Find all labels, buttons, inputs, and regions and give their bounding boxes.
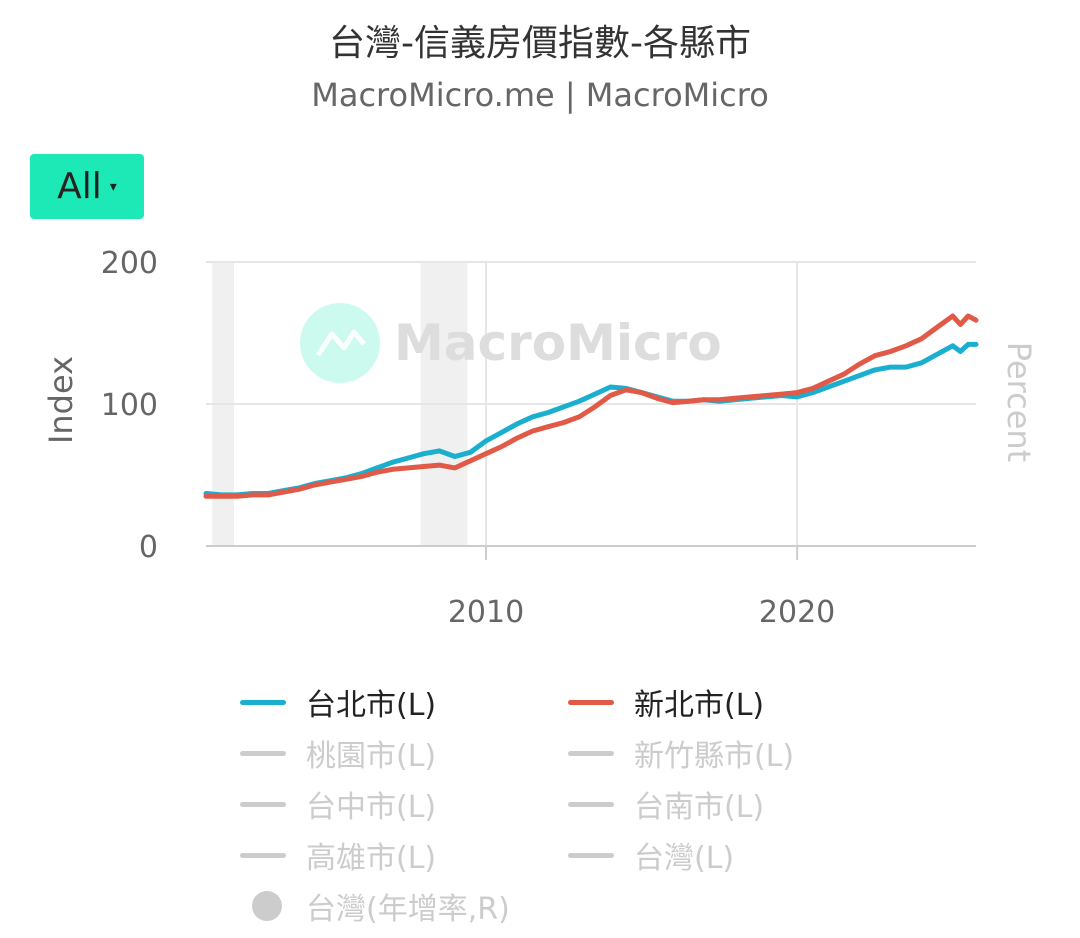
- legend-label: 新竹縣市(L): [634, 739, 795, 774]
- watermark-text: MacroMicro: [394, 314, 722, 372]
- legend-line-icon: [240, 699, 286, 705]
- legend-item[interactable]: 台中市(L): [240, 784, 437, 825]
- y-axis-label-right: Percent: [1000, 342, 1038, 462]
- line-chart: MacroMicro 2010 2020 0 100 200 Index Percent: [42, 246, 1038, 630]
- legend-item[interactable]: 新竹縣市(L): [568, 733, 795, 774]
- legend-item[interactable]: 台北市(L): [240, 682, 437, 723]
- legend-line-icon: [568, 852, 614, 858]
- series-lines: [203, 313, 979, 499]
- y-tick-label: 0: [139, 530, 158, 565]
- legend-label: 桃園市(L): [306, 739, 437, 774]
- chart-subtitle: MacroMicro.me | MacroMicro: [311, 76, 769, 114]
- grid-lines: [206, 261, 976, 546]
- legend-label: 新北市(L): [634, 688, 765, 723]
- legend-item[interactable]: 新北市(L): [568, 682, 765, 723]
- legend-line-icon: [568, 801, 614, 807]
- watermark-logo-mark: [315, 329, 366, 357]
- legend-label: 台灣(年增率,R): [306, 892, 510, 927]
- watermark: MacroMicro: [300, 303, 722, 383]
- caret-down-icon: ▾: [109, 178, 117, 195]
- range-select-label: All: [57, 166, 102, 207]
- range-select-button[interactable]: All ▾: [30, 154, 144, 219]
- legend-line-icon: [240, 801, 286, 807]
- y-tick-label: 100: [101, 388, 158, 423]
- legend-line-icon: [240, 852, 286, 858]
- legend-line-icon: [568, 750, 614, 756]
- axes: 2010 2020 0 100 200 Index Percent: [42, 246, 1038, 630]
- series-line-new-taipei: [203, 313, 979, 499]
- y-tick-label: 200: [101, 246, 158, 281]
- legend-label: 台灣(L): [634, 841, 735, 876]
- legend-item[interactable]: 台灣(L): [568, 835, 735, 876]
- x-tick-label: 2020: [759, 595, 835, 630]
- legend-dot-icon: [252, 891, 282, 921]
- legend-label: 台南市(L): [634, 790, 765, 825]
- legend-label: 台中市(L): [306, 790, 437, 825]
- legend-label: 高雄市(L): [306, 841, 437, 876]
- legend-line-icon: [240, 750, 286, 756]
- x-tick-label: 2010: [448, 595, 524, 630]
- legend-item[interactable]: 台南市(L): [568, 784, 765, 825]
- legend-item[interactable]: 桃園市(L): [240, 733, 437, 774]
- chart-title: 台灣-信義房價指數-各縣市: [329, 23, 751, 64]
- legend-label: 台北市(L): [306, 688, 437, 723]
- legend-line-icon: [568, 699, 614, 705]
- legend-item[interactable]: 台灣(年增率,R): [240, 886, 510, 927]
- legend-item[interactable]: 高雄市(L): [240, 835, 437, 876]
- y-axis-label-left: Index: [42, 356, 80, 444]
